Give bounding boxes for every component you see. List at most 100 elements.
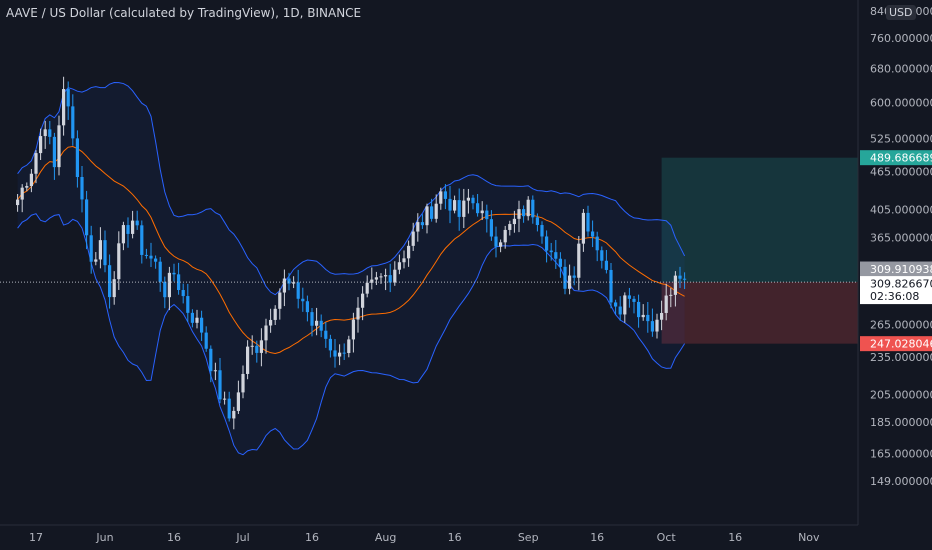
price-tick-label: 265.000000 (870, 319, 932, 332)
candle (209, 345, 213, 383)
candle (374, 271, 378, 286)
candle (448, 186, 452, 224)
candle (476, 193, 480, 217)
candle (453, 195, 457, 214)
candle (195, 309, 199, 329)
time-tick-label: 16 (448, 531, 462, 544)
candle (586, 205, 590, 237)
candle (609, 263, 613, 309)
candle (52, 132, 56, 180)
bollinger-lower-band (17, 213, 686, 456)
candle (554, 240, 558, 269)
candle (98, 227, 102, 269)
time-tick-label: Jun (95, 531, 113, 544)
long-position-tool[interactable] (661, 157, 858, 344)
candle (600, 246, 604, 269)
candle (255, 340, 259, 363)
candle (347, 335, 351, 358)
svg-text:309.910938: 309.910938 (870, 263, 932, 276)
svg-text:489.686689: 489.686689 (870, 152, 932, 165)
candle (204, 326, 208, 352)
time-tick-label: Sep (518, 531, 539, 544)
candle (512, 210, 516, 233)
candle (177, 262, 181, 295)
candle (66, 81, 70, 120)
candle (370, 267, 374, 290)
candle (296, 269, 300, 309)
candle (388, 263, 392, 293)
candle (545, 230, 549, 263)
target-price-label: 489.686689 (860, 150, 932, 166)
time-tick-label: Nov (798, 531, 820, 544)
price-tick-label: 600.000000 (870, 96, 932, 109)
time-tick-label: 16 (167, 531, 181, 544)
bollinger-basis-line (17, 145, 685, 354)
candle (646, 302, 650, 333)
time-tick-label: Jul (235, 531, 249, 544)
currency-badge[interactable]: USD (886, 5, 916, 20)
candle (315, 307, 319, 336)
candle (218, 358, 222, 404)
candle (29, 169, 33, 193)
candle (407, 240, 411, 267)
time-axis[interactable]: 17 Jun 16 Jul 16 Aug 16 Sep 16 Oct 16 Nov (0, 524, 932, 550)
candle (48, 121, 52, 145)
candle (660, 300, 664, 331)
candle (172, 263, 176, 282)
candle (200, 310, 204, 341)
candle (466, 188, 470, 214)
candle (57, 115, 61, 176)
svg-text:309.826670: 309.826670 (870, 278, 932, 291)
time-tick-label: Aug (375, 531, 396, 544)
candle (163, 276, 167, 309)
stop-zone (661, 282, 858, 344)
candle (471, 194, 475, 210)
price-tick-label: 405.000000 (870, 203, 932, 216)
candle (623, 292, 627, 323)
candle (167, 266, 171, 311)
candle (117, 231, 121, 290)
candle (637, 294, 641, 328)
candle (250, 335, 254, 355)
candle (604, 250, 608, 274)
candle (278, 288, 282, 320)
candle (618, 296, 622, 321)
candle (526, 196, 530, 221)
candle (457, 188, 461, 231)
candle (39, 128, 43, 160)
candle (522, 205, 526, 223)
time-tick-label: 16 (590, 531, 604, 544)
price-tick-label: 149.000000 (870, 475, 932, 488)
candle (75, 130, 79, 188)
candle (333, 338, 337, 368)
bar-countdown-label: 02:36:08 (870, 290, 919, 303)
candle (683, 272, 687, 290)
candle (591, 220, 595, 248)
candle (94, 252, 98, 266)
candle (264, 318, 268, 354)
candle (655, 313, 659, 339)
candle (508, 220, 512, 236)
candle (269, 308, 273, 333)
price-tick-label: 235.000000 (870, 351, 932, 364)
candle (319, 314, 323, 338)
candle (108, 254, 112, 309)
candle (531, 195, 535, 224)
candle (430, 198, 434, 222)
candle (535, 213, 539, 232)
candle (103, 230, 107, 273)
price-tick-label: 680.000000 (870, 62, 932, 75)
candle (443, 184, 447, 210)
candle (112, 271, 116, 305)
candle (186, 283, 190, 322)
candle (480, 201, 484, 221)
candle (16, 194, 20, 212)
candle (650, 308, 654, 337)
price-tick-label: 760.000000 (870, 32, 932, 45)
candle (213, 362, 217, 381)
bollinger-upper-band (17, 82, 686, 296)
candle (393, 261, 397, 286)
candle (384, 268, 388, 291)
